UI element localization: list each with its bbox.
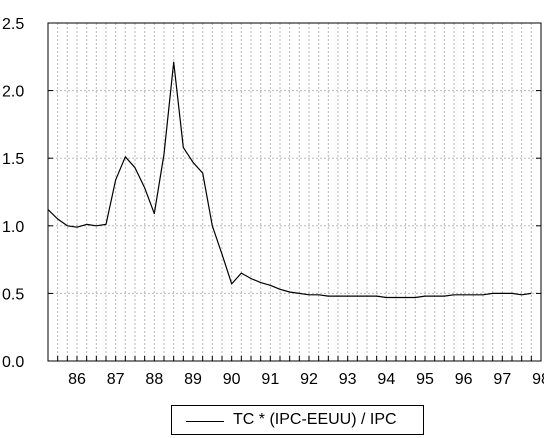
x-axis-tick-label: 91: [261, 371, 279, 388]
x-axis-tick-label: 92: [300, 371, 318, 388]
y-axis-tick-labels: 0.0 0.5 1.0 1.5 2.0 2.5: [2, 16, 24, 371]
series-layer: [47, 61, 532, 299]
line-chart: 86 87 88 89 90 91 92 93 94 95 96 97 98 0.0 0.5 1.0 1.5 2…: [2, 16, 544, 388]
grid: [48, 23, 541, 361]
x-axis-tick-label: 95: [416, 371, 434, 388]
legend: TC * (IPC-EEUU) / IPC: [171, 405, 424, 435]
y-axis-tick-label: 1.0: [2, 219, 24, 236]
x-axis-tick-label: 88: [145, 371, 163, 388]
x-axis-tick-label: 96: [455, 371, 473, 388]
axis-ticks: [47, 22, 542, 362]
y-axis-tick-label: 2.0: [2, 84, 24, 101]
x-axis-tick-label: 90: [223, 371, 241, 388]
plot-area-frame: [47, 22, 542, 362]
y-axis-tick-label: 2.5: [2, 16, 24, 33]
legend-series-label: TC * (IPC-EEUU) / IPC: [233, 411, 397, 428]
x-axis-tick-label: 93: [339, 371, 357, 388]
x-axis-tick-labels: 86 87 88 89 90 91 92 93 94 95 96 97 98: [68, 371, 544, 388]
x-axis-tick-label: 98: [532, 371, 544, 388]
y-axis-tick-label: 0.5: [2, 286, 24, 303]
x-axis-tick-label: 97: [493, 371, 511, 388]
x-axis-tick-label: 87: [107, 371, 125, 388]
series-line: [47, 61, 532, 299]
x-axis-tick-label: 86: [68, 371, 86, 388]
y-axis-tick-label: 1.5: [2, 151, 24, 168]
y-axis-tick-label: 0.0: [2, 354, 24, 371]
x-axis-tick-label: 89: [184, 371, 202, 388]
legend-series-swatch: [186, 421, 224, 422]
x-axis-tick-label: 94: [377, 371, 395, 388]
